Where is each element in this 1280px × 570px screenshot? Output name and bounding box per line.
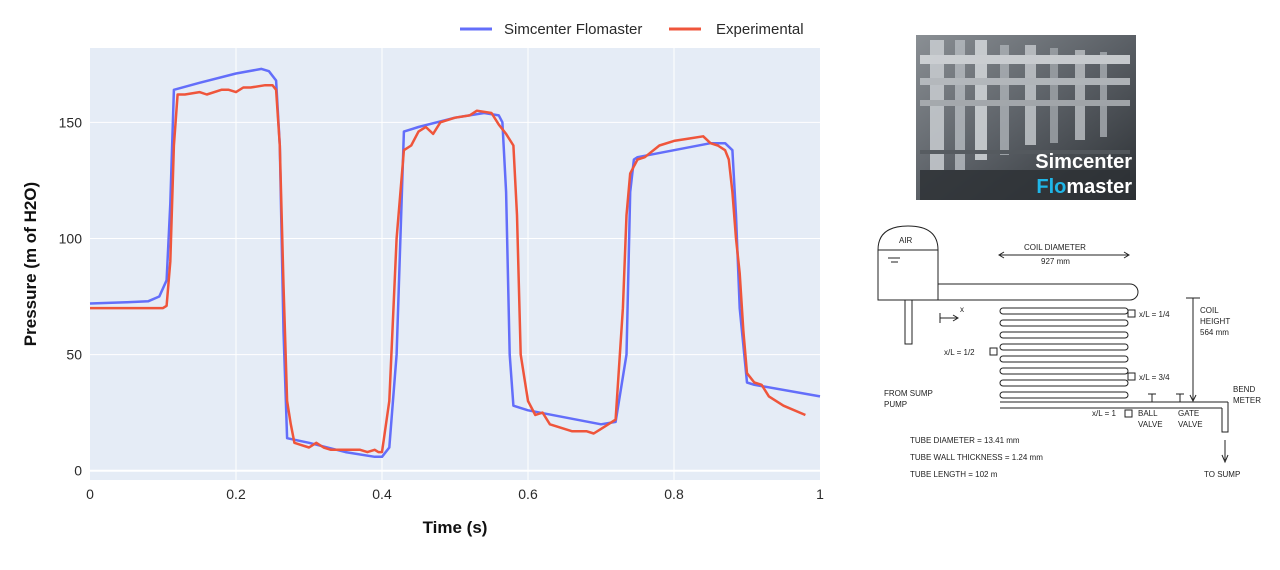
coil-diameter-label: COIL DIAMETER (1024, 243, 1086, 252)
bend-meter-label-2: METER (1233, 396, 1261, 405)
photo-label-line1: Simcenter (1035, 151, 1132, 173)
tube-diameter-text: TUBE DIAMETER = 13.41 mm (910, 436, 1020, 445)
ball-valve-label-1: BALL (1138, 409, 1158, 418)
x-label: x (960, 305, 964, 314)
to-sump-label: TO SUMP (1204, 470, 1240, 479)
tap-half (989, 347, 998, 356)
tap-three-quarter (1127, 372, 1136, 381)
inlet-pipe (904, 299, 913, 345)
legend-label-simcenter-flomaster[interactable]: Simcenter Flomaster (504, 21, 642, 38)
x-tick-label: 0 (86, 486, 94, 502)
gate-valve-label-2: VALVE (1178, 420, 1203, 429)
legend-label-experimental[interactable]: Experimental (716, 21, 804, 38)
schematic-labels: AIR COIL DIAMETER 927 mm x x/L = 1/4 x/L… (884, 236, 1261, 479)
x-tick-label: 1 (816, 486, 824, 502)
coil-height-label-2: HEIGHT (1200, 317, 1230, 326)
tube-wall-thickness-text: TUBE WALL THICKNESS = 1.24 mm (910, 453, 1043, 462)
to-sump-arrowhead (1221, 454, 1229, 464)
x-tick-label: 0.6 (518, 486, 538, 502)
xl-half-label: x/L = 1/2 (944, 348, 975, 357)
dimension-arrowhead (1189, 394, 1197, 403)
series-line-experimental (90, 83, 806, 454)
y-tick-label: 50 (66, 347, 82, 363)
coil-loop (999, 391, 1129, 399)
x-tick-label: 0.8 (664, 486, 684, 502)
feed-bend (1129, 283, 1139, 301)
outlet-drop (1221, 402, 1229, 433)
x-direction-arrowhead (952, 314, 959, 322)
y-tick-label: 150 (59, 114, 83, 130)
grid-lines (90, 48, 820, 480)
tap-quarter (1127, 309, 1136, 318)
coil-loop (999, 379, 1129, 387)
legend[interactable]: Simcenter Flomaster Experimental (460, 21, 804, 38)
coil-loop (999, 343, 1129, 351)
pipe-illustration (920, 40, 1130, 200)
gate-valve-label-1: GATE (1178, 409, 1199, 418)
y-axis-title: Pressure (m of H2O) (21, 182, 40, 346)
xl-three-quarter-label: x/L = 3/4 (1139, 373, 1170, 382)
tube-length-text: TUBE LENGTH = 102 m (910, 470, 998, 479)
air-label: AIR (899, 236, 913, 245)
coil-loop (999, 331, 1129, 339)
coil-loops (999, 307, 1129, 399)
coil-height-label-1: COIL (1200, 306, 1219, 315)
photo-panel: Simcenter Flomaster (916, 35, 1136, 200)
dimension-arrowhead (998, 251, 1005, 259)
coil-height-label-3: 564 mm (1200, 328, 1229, 337)
bend-meter-label-1: BEND (1233, 385, 1255, 394)
y-tick-label: 0 (74, 463, 82, 479)
x-tick-label: 0.4 (372, 486, 392, 502)
coil-loop (999, 319, 1129, 327)
series-layer (89, 67, 821, 459)
xl-quarter-label: x/L = 1/4 (1139, 310, 1170, 319)
photo-label-rest: master (1066, 176, 1132, 198)
coil-loop (999, 367, 1129, 375)
plot-area: 0 0.2 0.4 0.6 0.8 1 0 50 100 150 (59, 48, 824, 502)
ball-valve-label-2: VALVE (1138, 420, 1163, 429)
x-tick-label: 0.2 (226, 486, 246, 502)
from-sump-label-1: FROM SUMP (884, 389, 933, 398)
photo-label-line2: Flomaster (1036, 176, 1132, 198)
plot-background (90, 48, 820, 480)
photo-label-highlight: Flo (1036, 176, 1066, 198)
dimension-arrowhead (1123, 251, 1130, 259)
tap-one (1124, 409, 1133, 418)
xl-one-label: x/L = 1 (1092, 409, 1116, 418)
coil-diameter-value: 927 mm (1041, 257, 1070, 266)
coil-loop (999, 355, 1129, 363)
y-tick-label: 100 (59, 230, 83, 246)
coil-loop (999, 307, 1129, 315)
y-tick-labels: 0 50 100 150 (59, 114, 83, 478)
test-rig-schematic (877, 225, 1229, 464)
from-sump-label-2: PUMP (884, 400, 907, 409)
x-axis-title: Time (s) (423, 518, 488, 537)
x-tick-labels: 0 0.2 0.4 0.6 0.8 1 (86, 486, 824, 502)
